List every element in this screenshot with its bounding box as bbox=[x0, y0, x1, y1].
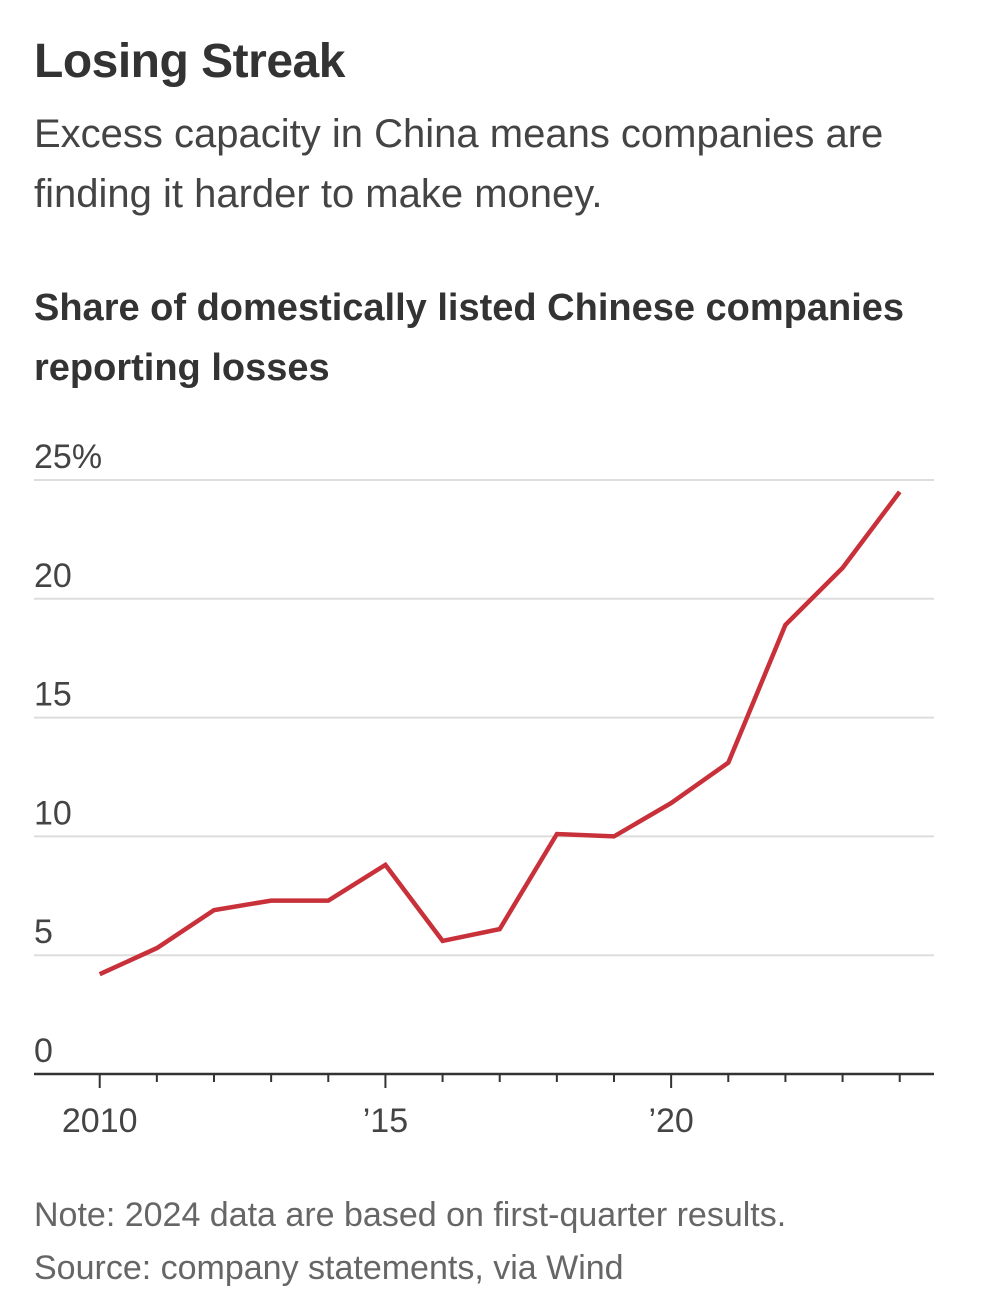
x-tick-label: ’15 bbox=[363, 1102, 408, 1140]
chart-note: Note: 2024 data are based on first-quart… bbox=[34, 1196, 787, 1234]
gridlines bbox=[34, 479, 934, 957]
y-tick-label: 20 bbox=[34, 557, 72, 595]
x-tick-label: ’20 bbox=[648, 1102, 693, 1140]
chart-subtitle: Excess capacity in China means companies… bbox=[34, 112, 884, 216]
line-chart: 25% 20 15 10 5 0 2010 ’15 ’20 bbox=[34, 438, 934, 1140]
x-tick-label: 2010 bbox=[62, 1102, 138, 1140]
chart-title: Share of domestically listed Chinese com… bbox=[34, 287, 905, 389]
y-axis-labels: 25% 20 15 10 5 0 bbox=[34, 438, 102, 1070]
y-tick-label: 15 bbox=[34, 676, 72, 714]
y-tick-label: 5 bbox=[34, 913, 53, 951]
series-layer bbox=[98, 490, 902, 977]
y-tick-label: 0 bbox=[34, 1032, 53, 1070]
chart-source: Source: company statements, via Wind bbox=[34, 1249, 624, 1287]
y-tick-label: 10 bbox=[34, 794, 72, 832]
series-line-0 bbox=[98, 490, 902, 977]
y-tick-label: 25% bbox=[34, 438, 102, 476]
x-axis: 2010 ’15 ’20 bbox=[34, 1072, 934, 1140]
chart-headline: Losing Streak bbox=[34, 35, 345, 88]
